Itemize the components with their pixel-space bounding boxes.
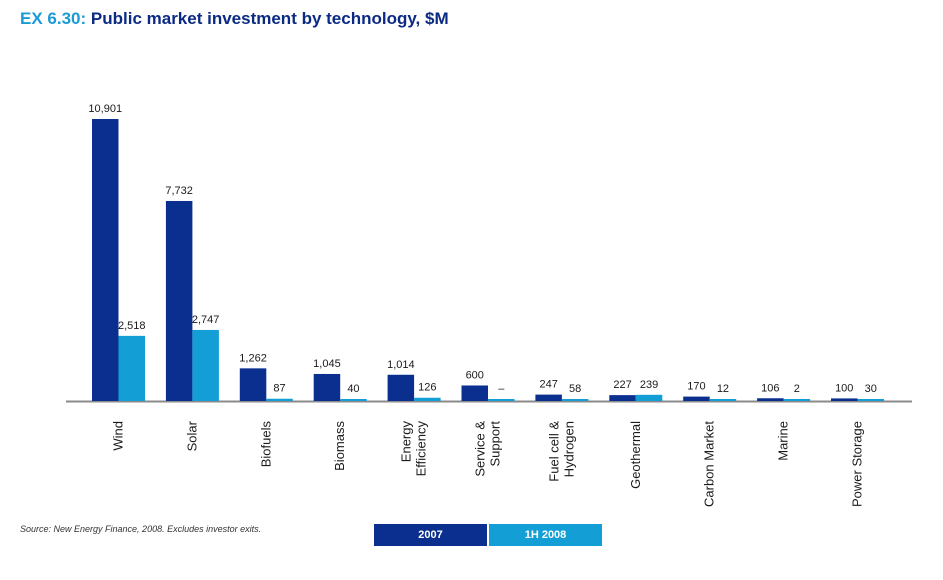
data-label-2007-4: 1,014 xyxy=(387,359,415,371)
bar-2007-10 xyxy=(831,398,858,401)
data-label-2007-3: 1,045 xyxy=(313,358,341,370)
category-label-5: Service & Support xyxy=(473,421,503,477)
bar-1h-2008-10 xyxy=(857,399,884,401)
data-label-2007-8: 170 xyxy=(687,381,705,393)
legend-item-2007: 2007 xyxy=(374,524,487,546)
category-label-line: Biomass xyxy=(332,421,347,471)
category-label-line: Support xyxy=(488,421,503,467)
bar-2007-9 xyxy=(757,398,784,401)
category-label-2: Biofuels xyxy=(258,421,273,468)
bar-1h-2008-8 xyxy=(709,399,737,401)
bar-2007-0 xyxy=(92,119,119,401)
exhibit-number: EX 6.30: xyxy=(20,9,87,28)
source-note: Source: New Energy Finance, 2008. Exclud… xyxy=(20,524,262,534)
bar-2007-8 xyxy=(683,396,710,401)
data-label-2007-6: 247 xyxy=(539,379,557,391)
bar-2007-5 xyxy=(461,385,488,401)
bar-1h-2008-9 xyxy=(783,399,811,401)
bar-2007-7 xyxy=(609,395,636,401)
bar-2007-4 xyxy=(387,374,415,401)
chart-title: EX 6.30: Public market investment by tec… xyxy=(20,9,449,29)
chart-title-text: Public market investment by technology, … xyxy=(90,9,449,28)
bar-1h-2008-7 xyxy=(635,394,663,401)
category-label-line: Efficiency xyxy=(414,421,429,477)
category-label-3: Biomass xyxy=(332,421,347,471)
data-label-2007-2: 1,262 xyxy=(239,352,267,364)
category-label-8: Carbon Market xyxy=(702,421,717,507)
legend-item-1h-2008: 1H 2008 xyxy=(489,524,602,546)
category-label-6: Fuel cell & Hydrogen xyxy=(546,421,576,482)
data-label-1h-2008-6: 58 xyxy=(569,383,581,395)
category-label-line: Energy xyxy=(399,421,414,463)
data-label-1h-2008-8: 12 xyxy=(717,383,729,395)
data-label-2007-7: 227 xyxy=(613,379,631,391)
category-label-line: Biofuels xyxy=(258,421,273,468)
bar-1h-2008-4 xyxy=(414,397,441,401)
category-label-10: Power Storage xyxy=(850,421,865,507)
category-label-line: Marine xyxy=(776,421,791,461)
data-label-2007-9: 106 xyxy=(761,382,779,394)
category-label-0: Wind xyxy=(111,421,126,451)
bar-1h-2008-3 xyxy=(340,399,367,401)
bar-2007-1 xyxy=(165,200,193,401)
bar-2007-3 xyxy=(313,373,341,401)
category-label-4: Energy Efficiency xyxy=(399,421,429,477)
data-label-1h-2008-5: – xyxy=(498,383,505,395)
bar-2007-6 xyxy=(535,394,562,401)
category-label-9: Marine xyxy=(776,421,791,461)
category-label-line: Fuel cell & xyxy=(546,421,561,482)
category-label-line: Solar xyxy=(184,420,199,451)
data-label-1h-2008-9: 2 xyxy=(794,383,800,395)
data-label-2007-0: 10,901 xyxy=(88,103,122,115)
category-label-line: Geothermal xyxy=(628,421,643,489)
bar-1h-2008-2 xyxy=(266,398,293,401)
category-label-1: Solar xyxy=(184,420,199,451)
bar-1h-2008-1 xyxy=(192,329,219,401)
category-label-line: Carbon Market xyxy=(702,421,717,507)
category-label-line: Wind xyxy=(111,421,126,451)
data-label-1h-2008-10: 30 xyxy=(865,383,877,395)
bar-1h-2008-0 xyxy=(118,335,145,401)
category-label-line: Service & xyxy=(473,421,488,477)
data-label-2007-10: 100 xyxy=(835,382,853,394)
bar-1h-2008-5 xyxy=(488,399,515,401)
data-label-1h-2008-1: 2,747 xyxy=(192,314,220,326)
data-label-2007-5: 600 xyxy=(466,369,484,381)
data-label-1h-2008-2: 87 xyxy=(273,383,285,395)
data-label-1h-2008-3: 40 xyxy=(347,383,359,395)
category-label-7: Geothermal xyxy=(628,421,643,489)
data-label-1h-2008-7: 239 xyxy=(640,379,658,391)
category-label-line: Power Storage xyxy=(850,421,865,507)
data-label-2007-1: 7,732 xyxy=(165,185,193,197)
bar-2007-2 xyxy=(239,368,267,401)
data-label-1h-2008-4: 126 xyxy=(418,382,436,394)
category-label-line: Hydrogen xyxy=(561,421,576,477)
bar-1h-2008-6 xyxy=(561,399,589,401)
data-label-1h-2008-0: 2,518 xyxy=(118,320,146,332)
